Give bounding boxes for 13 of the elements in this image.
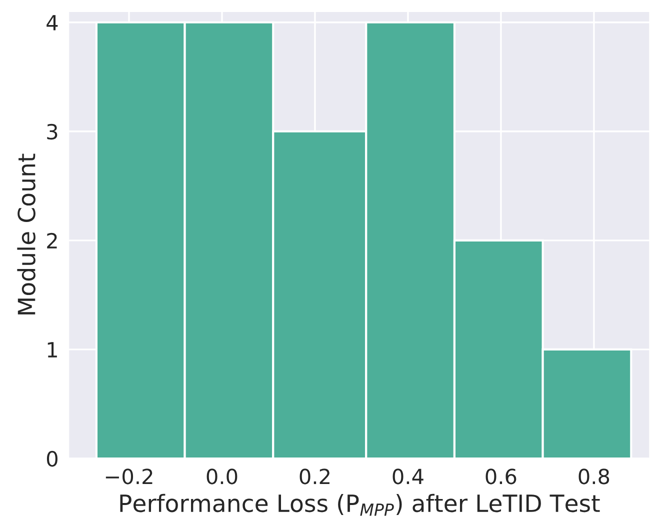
- y-tick-label: 0: [46, 450, 58, 467]
- x-tick-label: 0.8: [578, 468, 610, 484]
- y-tick-label: 4: [46, 15, 58, 30]
- y-axis-title: Module Count: [17, 154, 36, 314]
- x-tick-label: 0.0: [206, 468, 238, 484]
- y-tick-label: 3: [47, 124, 58, 140]
- x-tick-label: 0.2: [300, 468, 330, 484]
- y-tick-label: 2: [47, 232, 57, 248]
- x-tick-label: −0.2: [106, 468, 152, 484]
- x-tick-label: 0.6: [486, 468, 516, 484]
- y-tick-label: 1: [48, 342, 57, 358]
- x-tick-label: 0.4: [392, 468, 424, 484]
- x-axis-title: Performance Loss (P$_{MPP}$) after LeTID Test: [120, 494, 600, 516]
